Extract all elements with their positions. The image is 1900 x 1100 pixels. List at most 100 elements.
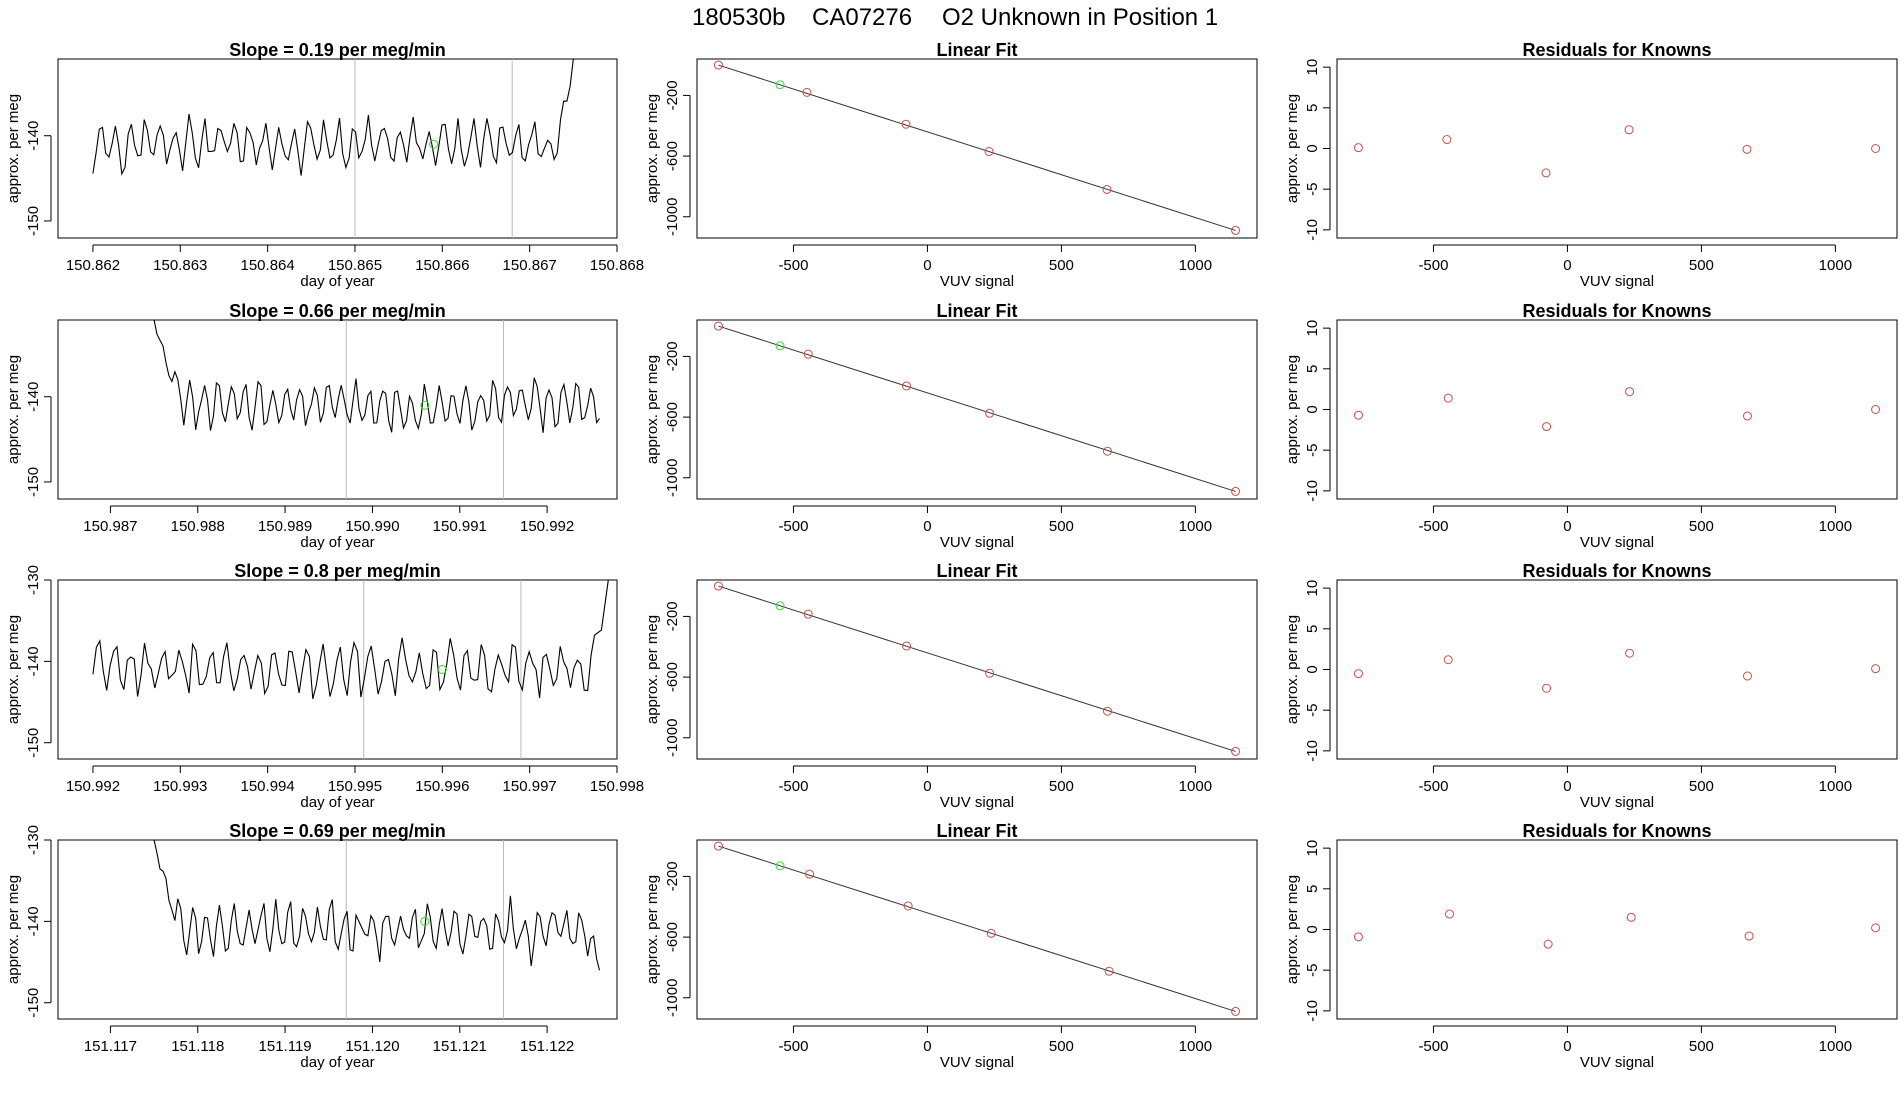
x-axis-label: day of year (300, 273, 374, 290)
residual-point (1353, 932, 1363, 942)
unknown-point (775, 861, 785, 871)
x-tick-label: -500 (1418, 257, 1448, 274)
residual-point (1543, 939, 1553, 949)
y-tick-label: 0 (1304, 665, 1321, 673)
x-tick-label: 0 (923, 257, 931, 274)
y-tick-label: -600 (664, 402, 681, 432)
y-tick-label: -5 (1304, 964, 1321, 977)
residual-point (1626, 912, 1636, 922)
tank-id: CA07276 (812, 4, 913, 31)
x-tick-label: 150.987 (83, 518, 137, 535)
x-tick-label: 151.119 (259, 1038, 312, 1055)
y-axis-label: approx. per meg (1284, 94, 1301, 203)
panel-fit-3: Linear Fit -500 0 500 1000 VUV signal -1000 -60… (644, 561, 1258, 811)
y-axis-label: approx. per meg (1284, 355, 1301, 464)
y-tick-label: -200 (664, 80, 681, 110)
unknown-point (775, 80, 785, 90)
x-tick-label: 150.994 (241, 778, 295, 795)
panel-residuals-2: Residuals for Knowns -500 0 500 1000 VUV sign… (1284, 301, 1898, 551)
plot-frame (696, 319, 1258, 500)
panel-title: Residuals for Knowns (1522, 301, 1711, 321)
x-tick-label: -500 (778, 778, 808, 795)
known-point (903, 901, 913, 911)
fit-line (718, 325, 1236, 492)
y-tick-label: -600 (664, 141, 681, 171)
y-tick-label: 10 (1304, 59, 1321, 76)
y-tick-label: -5 (1304, 444, 1321, 457)
y-tick-label: -140 (25, 646, 42, 676)
x-tick-label: 1000 (1179, 778, 1212, 795)
x-axis-label: day of year (300, 794, 374, 811)
x-tick-label: 150.992 (66, 778, 120, 795)
panel-title: Slope = 0.8 per meg/min (234, 561, 441, 581)
x-axis-label: VUV signal (1580, 273, 1654, 290)
x-tick-label: 500 (1689, 778, 1714, 795)
x-tick-label: 150.990 (345, 518, 399, 535)
residual-point (1542, 683, 1552, 693)
y-tick-label: -140 (25, 382, 42, 412)
y-axis-label: approx. per meg (644, 615, 661, 724)
x-tick-label: 150.989 (258, 518, 312, 535)
y-tick-label: 10 (1304, 320, 1321, 337)
x-tick-label: 500 (1689, 518, 1714, 535)
fit-line (718, 845, 1236, 1012)
unknown-point (775, 341, 785, 351)
y-tick-label: -130 (25, 565, 42, 595)
page-title: 180530b CA07276 O2 Unknown in Position 1 (0, 4, 1900, 31)
plot-frame (696, 839, 1258, 1020)
plot-frame (1336, 319, 1898, 500)
panel-title: Slope = 0.19 per meg/min (229, 40, 446, 60)
y-tick-label: -140 (25, 121, 42, 151)
x-tick-label: 0 (1563, 518, 1571, 535)
x-axis-label: day of year (300, 534, 374, 551)
y-tick-label: 0 (1304, 144, 1321, 152)
y-tick-label: -150 (25, 206, 42, 236)
residual-point (1871, 664, 1881, 674)
panel-fit-2: Linear Fit -500 0 500 1000 VUV signal -1000 -60… (644, 301, 1258, 551)
y-axis-label: approx. per meg (5, 355, 22, 464)
y-tick-label: -600 (664, 922, 681, 952)
known-point (902, 381, 912, 391)
x-tick-label: 151.122 (520, 1038, 574, 1055)
residual-point (1871, 405, 1881, 414)
x-tick-label: 500 (1689, 257, 1714, 274)
y-tick-label: -1000 (664, 719, 681, 757)
known-point (803, 349, 813, 359)
y-tick-label: 10 (1304, 840, 1321, 857)
x-tick-label: 150.988 (171, 518, 225, 535)
x-tick-label: 0 (1563, 778, 1571, 795)
panel-residuals-1: Residuals for Knowns -500 0 500 1000 VUV sign… (1284, 40, 1898, 290)
x-tick-label: 500 (1049, 257, 1074, 274)
y-axis-label: approx. per meg (644, 94, 661, 203)
panel-residuals-4: Residuals for Knowns -500 0 500 1000 VUV sign… (1284, 821, 1898, 1071)
x-tick-label: -500 (1418, 778, 1448, 795)
y-tick-label: 5 (1304, 625, 1321, 633)
panel-residuals-3: Residuals for Knowns -500 0 500 1000 VUV sign… (1284, 561, 1898, 811)
residual-point (1443, 393, 1453, 403)
y-axis-label: approx. per meg (5, 94, 22, 203)
x-tick-label: 500 (1049, 518, 1074, 535)
x-tick-label: 150.865 (328, 257, 382, 274)
plot-frame (57, 58, 618, 239)
y-tick-label: -1000 (664, 198, 681, 236)
y-tick-label: 0 (1304, 405, 1321, 413)
panel-title: Linear Fit (936, 301, 1017, 321)
x-tick-label: 1000 (1179, 1038, 1212, 1055)
fit-line (718, 64, 1236, 231)
x-tick-label: -500 (778, 518, 808, 535)
x-tick-label: 150.863 (153, 257, 207, 274)
panel-trace-1: Slope = 0.19 per meg/min 150.862 150.863 15… (5, 40, 644, 290)
x-tick-label: 150.864 (241, 257, 295, 274)
y-tick-label: -150 (25, 988, 42, 1018)
y-tick-label: -130 (25, 825, 42, 855)
panel-title: Slope = 0.66 per meg/min (229, 301, 446, 321)
residual-point (1871, 144, 1881, 153)
x-tick-label: 0 (1563, 1038, 1571, 1055)
x-tick-label: 150.993 (153, 778, 207, 795)
panel-trace-2: Slope = 0.66 per meg/min 150.987 150.988 15… (5, 301, 618, 551)
panel-title: Residuals for Knowns (1522, 40, 1711, 60)
x-tick-label: 1000 (1819, 1038, 1852, 1055)
panel-title: Linear Fit (936, 561, 1017, 581)
x-tick-label: 0 (923, 1038, 931, 1055)
x-tick-label: 150.995 (328, 778, 382, 795)
